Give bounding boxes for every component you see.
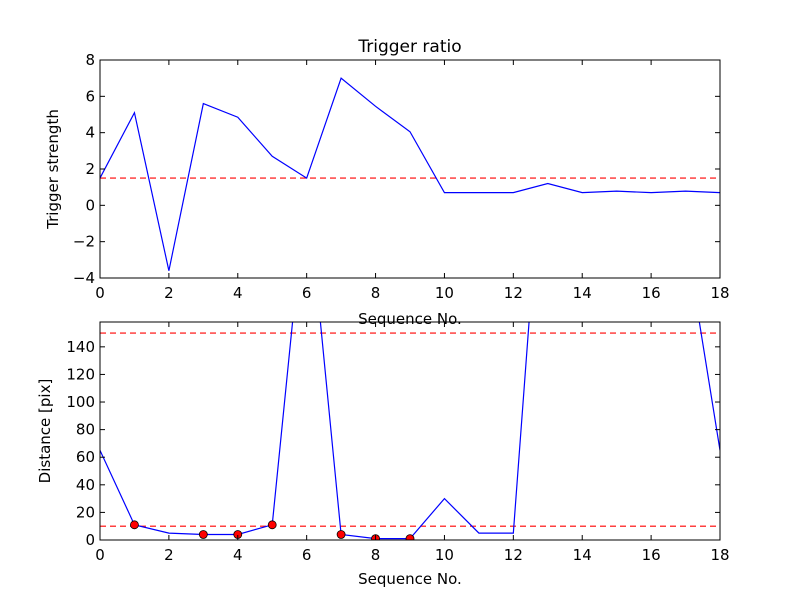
bottom-data-point [267, 520, 277, 530]
bottom-y-tick-label: 140 [66, 338, 95, 356]
top-panel: Trigger ratio 0 2 4 6 8 10 12 14 16 18 −4−202468 … [44, 37, 730, 328]
bottom-y-tick-label: 0 [85, 531, 95, 549]
bottom-y-tick-label: 120 [66, 365, 95, 383]
top-y-tick-label: −4 [73, 269, 95, 287]
top-x-tick-label: 18 [710, 284, 729, 302]
bottom-y-tick-label: 80 [76, 421, 95, 439]
bottom-x-tick-label: 10 [435, 546, 454, 564]
bottom-x-tick-label: 4 [233, 546, 243, 564]
top-y-tick-label: 2 [85, 160, 95, 178]
top-y-tick-label: 8 [85, 51, 95, 69]
bottom-x-tick-label: 0 [95, 546, 105, 564]
bottom-plot-area [100, 322, 720, 540]
bottom-y-tick-label: 40 [76, 476, 95, 494]
bottom-x-tick-label: 12 [504, 546, 523, 564]
bottom-data-point [198, 530, 208, 539]
top-x-tick-label: 12 [504, 284, 523, 302]
top-x-axis-label: Sequence No. [358, 310, 462, 328]
bottom-x-ticks: 0 2 4 6 8 10 12 14 16 18 [95, 322, 730, 564]
top-x-tick-label: 4 [233, 284, 243, 302]
top-plot-area [100, 77, 720, 271]
bottom-y-tick-label: 100 [66, 393, 95, 411]
bottom-y-axis-label: Distance [pix] [36, 379, 54, 484]
bottom-y-tick-label: 20 [76, 503, 95, 521]
top-chart-title: Trigger ratio [357, 37, 461, 57]
bottom-x-tick-label: 2 [164, 546, 174, 564]
bottom-x-tick-label: 8 [371, 546, 381, 564]
bottom-data-point [405, 534, 415, 540]
top-x-tick-label: 16 [642, 284, 661, 302]
top-x-tick-label: 14 [573, 284, 592, 302]
top-x-ticks: 0 2 4 6 8 10 12 14 16 18 [95, 60, 730, 302]
top-x-tick-label: 10 [435, 284, 454, 302]
bottom-y-ticks: 0 20 40 60 80 100 120 140 [66, 338, 720, 549]
bottom-data-point [130, 520, 139, 530]
bottom-series-line [100, 322, 720, 540]
bottom-panel: 0 2 4 6 8 10 12 14 16 18 0 20 40 60 80 100 120 140 Seque… [36, 321, 730, 588]
top-y-ticks: −4 −2 0 2 4 6 8 [73, 51, 720, 287]
bottom-x-tick-label: 14 [573, 546, 592, 564]
top-y-tick-label: −2 [73, 233, 95, 251]
bottom-x-tick-label: 18 [710, 546, 729, 564]
top-series-line [100, 77, 720, 271]
bottom-x-axis-label: Sequence No. [358, 570, 462, 588]
bottom-x-tick-label: 16 [642, 546, 661, 564]
top-y-axis-label: Trigger strength [44, 109, 62, 230]
top-x-tick-label: 8 [371, 284, 381, 302]
bottom-x-tick-label: 6 [302, 546, 312, 564]
bottom-y-tick-label: 60 [76, 448, 95, 466]
top-axes-frame [99, 59, 721, 279]
bottom-data-point [336, 530, 346, 539]
top-x-tick-label: 0 [95, 284, 105, 302]
top-y-tick-label: 0 [85, 196, 95, 214]
top-x-tick-label: 6 [302, 284, 312, 302]
bottom-axes-frame [99, 321, 721, 541]
top-y-tick-label: 6 [85, 87, 95, 105]
top-x-tick-label: 2 [164, 284, 174, 302]
top-y-tick-label: 4 [85, 124, 95, 142]
